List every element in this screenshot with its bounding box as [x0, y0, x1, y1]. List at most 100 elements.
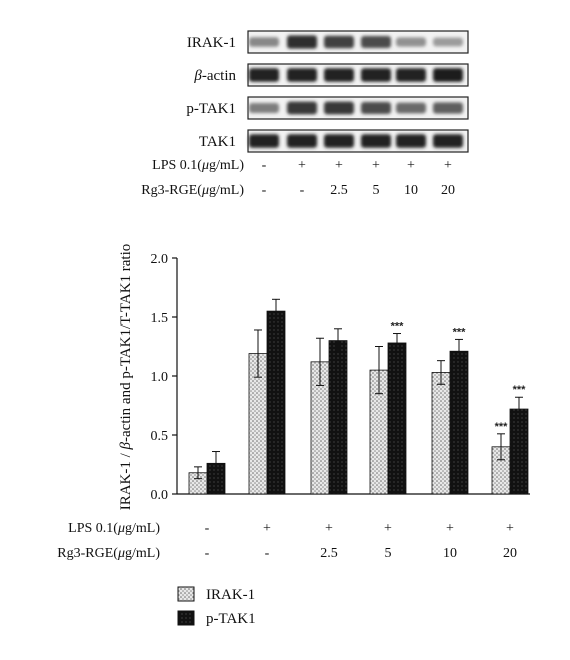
bar-chart: 0.0 0.5 1.0 1.5 2.0 IRAK-1 / β-actin and p-T…	[57, 244, 530, 561]
error-bar-irak1	[254, 329, 262, 378]
chart-condition-value: -	[205, 521, 210, 536]
bars	[188, 310, 529, 495]
y-tick-label: 0.5	[151, 429, 169, 444]
band	[433, 68, 463, 82]
bar-ptak1	[449, 350, 469, 495]
blot-row-label: p-TAK1	[186, 101, 236, 117]
legend-swatch-irak1	[177, 586, 195, 602]
chart-condition-value: 2.5	[320, 546, 338, 561]
y-tick-label: 1.0	[151, 370, 169, 385]
y-axis: 0.0 0.5 1.0 1.5 2.0	[151, 252, 530, 503]
significance-ptak1: ***	[391, 321, 405, 333]
band	[396, 68, 426, 82]
significance-labels: *** *** *** ***	[391, 321, 527, 433]
band	[249, 103, 279, 113]
chart-condition-value: -	[265, 546, 270, 561]
blot-condition-value: -	[300, 183, 305, 198]
band	[287, 134, 317, 148]
blot-row-label: IRAK-1	[187, 35, 236, 51]
error-bar-ptak1	[515, 396, 523, 422]
chart-condition-value: 5	[385, 546, 392, 561]
chart-condition-table: LPS 0.1(μg/mL) - + + + + + Rg3-RGE(μg/mL) - - 2.5 5…	[57, 521, 517, 561]
chart-condition-value: +	[325, 521, 333, 536]
band	[433, 134, 463, 148]
chart-condition-value: 20	[503, 546, 517, 561]
bar-ptak1	[509, 408, 529, 495]
y-axis-label: IRAK-1 / β-actin and p-TAK1/T-TAK1 ratio	[118, 244, 134, 511]
chart-condition-value: +	[263, 521, 271, 536]
band	[433, 102, 463, 114]
band	[249, 37, 279, 47]
band	[433, 37, 463, 47]
chart-condition-value: -	[205, 546, 210, 561]
bar-ptak1	[328, 340, 348, 495]
band	[324, 101, 354, 115]
band	[396, 37, 426, 47]
blot-condition-value: 2.5	[330, 183, 348, 198]
error-bar-ptak1	[334, 328, 342, 353]
band	[324, 68, 354, 82]
band	[287, 101, 317, 115]
chart-condition-label: Rg3-RGE(μg/mL)	[57, 546, 160, 561]
significance-ptak1: ***	[513, 384, 527, 396]
band	[361, 36, 391, 48]
error-bars	[194, 298, 523, 480]
chart-condition-value: +	[384, 521, 392, 536]
significance-ptak1: ***	[453, 326, 467, 338]
blot-condition-value: -	[262, 183, 267, 198]
blot-condition-value: +	[335, 158, 343, 173]
band	[361, 134, 391, 148]
blot-condition-value: +	[407, 158, 415, 173]
chart-condition-value: 10	[443, 546, 457, 561]
western-blot-panel	[247, 30, 469, 153]
legend-label-irak1: IRAK-1	[206, 587, 255, 603]
blot-condition-value: 5	[373, 183, 380, 198]
blot-condition-value: +	[372, 158, 380, 173]
blot-strip-2	[247, 63, 469, 87]
blot-condition-label: Rg3-RGE(μg/mL)	[141, 183, 244, 198]
band	[324, 134, 354, 148]
error-bar-ptak1	[455, 338, 463, 364]
error-bar-irak1	[437, 360, 445, 385]
significance-irak1: ***	[495, 421, 509, 433]
legend-label-ptak1: p-TAK1	[206, 611, 256, 627]
blot-row-label: TAK1	[199, 134, 236, 150]
error-bar-irak1	[497, 433, 505, 461]
band	[396, 102, 426, 114]
blot-strip-4	[247, 129, 469, 153]
chart-condition-label: LPS 0.1(μg/mL)	[68, 521, 160, 536]
band	[249, 68, 279, 82]
error-bar-ptak1	[272, 298, 280, 324]
error-bar-irak1	[194, 466, 202, 480]
y-tick-label: 2.0	[151, 252, 169, 267]
bar-ptak1	[387, 342, 407, 495]
error-bar-irak1	[375, 346, 383, 395]
blot-condition-label: LPS 0.1(μg/mL)	[152, 158, 244, 173]
y-tick-label: 0.0	[151, 488, 169, 503]
error-bar-ptak1	[212, 451, 220, 476]
blot-condition-value: 20	[441, 183, 455, 198]
blot-condition-table: LPS 0.1(μg/mL) - + + + + + Rg3-RGE(μg/mL) - - 2.5 5…	[141, 158, 455, 198]
band	[249, 134, 279, 148]
legend: IRAK-1 p-TAK1	[177, 586, 256, 627]
blot-strip-1	[247, 30, 469, 54]
blot-row-labels: IRAK-1 β-actin p-TAK1 TAK1	[186, 35, 236, 150]
band	[361, 68, 391, 82]
blot-condition-value: +	[298, 158, 306, 173]
blot-strip-3	[247, 96, 469, 120]
blot-condition-value: +	[444, 158, 452, 173]
band	[324, 35, 354, 49]
legend-swatch-ptak1	[177, 610, 195, 626]
band	[287, 68, 317, 82]
band	[287, 35, 317, 49]
chart-condition-value: +	[446, 521, 454, 536]
error-bar-irak1	[316, 337, 324, 386]
bar-irak1	[431, 372, 451, 495]
blot-condition-value: -	[262, 158, 267, 173]
blot-condition-value: 10	[404, 183, 418, 198]
band	[396, 134, 426, 148]
bar-ptak1	[266, 310, 286, 495]
error-bar-ptak1	[393, 333, 401, 353]
band	[361, 102, 391, 114]
